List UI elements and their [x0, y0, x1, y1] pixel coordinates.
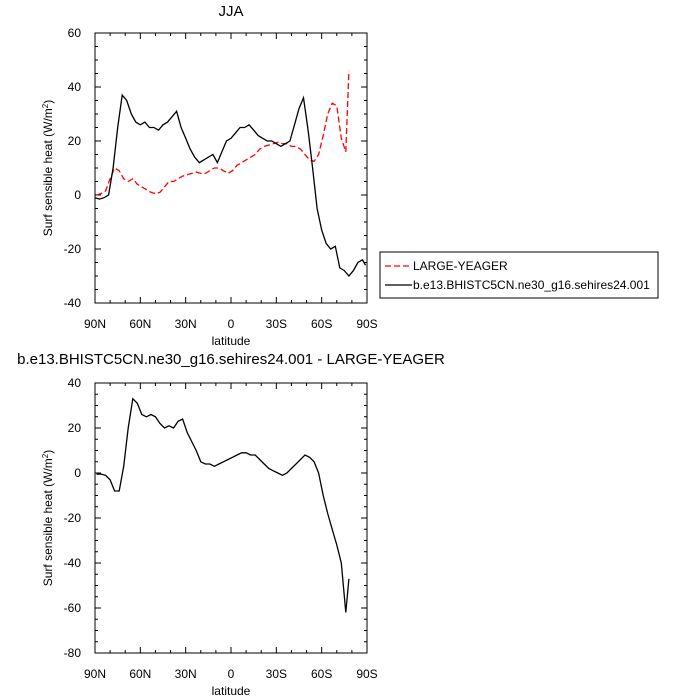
c2-xtick-label: 60S — [311, 667, 332, 681]
c1-ytick-label: -40 — [64, 296, 82, 310]
c2-title: b.e13.BHISTC5CN.ne30_g16.sehires24.001 -… — [17, 351, 445, 368]
chart-difference: b.e13.BHISTC5CN.ne30_g16.sehires24.001 -… — [17, 351, 445, 698]
c1-series-line-0 — [96, 70, 350, 196]
c2-xlabel: latitude — [212, 684, 251, 698]
c1-xtick-label: 30N — [175, 317, 197, 331]
c1-xtick-label: 30S — [266, 317, 287, 331]
c1-xtick-label: 0 — [228, 317, 235, 331]
c1-ytick-label: -20 — [64, 242, 82, 256]
c2-xtick-label: 30N — [175, 667, 197, 681]
c1-ytick-label: 0 — [74, 188, 81, 202]
c1-plot-frame — [94, 32, 368, 304]
c2-xtick-label: 0 — [228, 667, 235, 681]
legend-label-sehires: b.e13.BHISTC5CN.ne30_g16.sehires24.001 — [413, 278, 650, 292]
c2-xtick-label: 60N — [129, 667, 151, 681]
c1-xlabel: latitude — [212, 334, 251, 348]
c1-title: JJA — [218, 3, 243, 20]
chart-jja: JJA -40 -20 0 20 40 60 90N 60N 30N 0 30S 60S 90S latit… — [41, 3, 378, 348]
c1-xtick-label: 60N — [129, 317, 151, 331]
c2-xtick-label: 90S — [356, 667, 377, 681]
c1-xtick-label: 90N — [84, 317, 106, 331]
c1-ytick-label: 60 — [68, 26, 82, 40]
c2-plot-frame — [94, 382, 368, 654]
c2-ytick-label: -40 — [64, 556, 82, 570]
c2-ytick-label: 0 — [74, 466, 81, 480]
c2-ytick-label: -80 — [64, 646, 82, 660]
c2-series-line-0 — [96, 397, 350, 613]
c2-ytick-label: -60 — [64, 601, 82, 615]
c2-ytick-label: -20 — [64, 511, 82, 525]
c1-xtick-label: 60S — [311, 317, 332, 331]
c2-xtick-label: 30S — [266, 667, 287, 681]
legend-box — [379, 251, 659, 299]
legend-label-large-yeager: LARGE-YEAGER — [413, 259, 508, 273]
c2-xtick-label: 90N — [84, 667, 106, 681]
c2-ytick-label: 40 — [68, 376, 82, 390]
c1-ytick-label: 20 — [68, 134, 82, 148]
c1-ytick-label: 40 — [68, 80, 82, 94]
c2-ylabel: Surf sensible heat (W/m2) — [41, 450, 56, 587]
c1-xtick-label: 90S — [356, 317, 377, 331]
legend: LARGE-YEAGER b.e13.BHISTC5CN.ne30_g16.se… — [379, 251, 659, 299]
c1-ylabel: Surf sensible heat (W/m2) — [41, 100, 56, 237]
c2-ytick-label: 20 — [68, 421, 82, 435]
c1-series-line-1 — [94, 93, 367, 278]
